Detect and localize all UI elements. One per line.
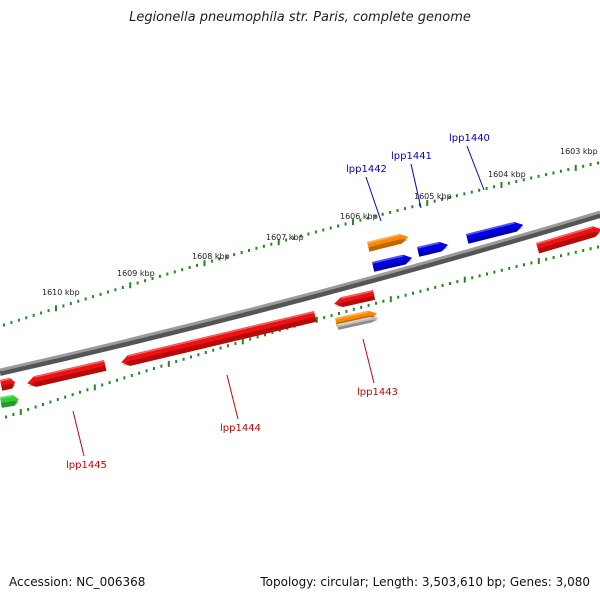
gene-lpp1445-body	[27, 359, 107, 387]
gene-lpp1441-highlight	[417, 242, 440, 249]
gene-lpp1442[interactable]	[372, 253, 413, 272]
gene-red-edge-highlight	[0, 378, 11, 382]
tick-label: 1610 kbp	[42, 288, 80, 297]
callout-lpp1443	[362, 338, 375, 384]
gene-orange-reverse-highlight	[335, 310, 369, 320]
tick-label: 1607 kbp	[266, 233, 304, 242]
gene-label-lpp1441[interactable]: lpp1441	[391, 151, 432, 162]
gene-lpp1445[interactable]	[26, 359, 107, 389]
callout-lpp1442	[365, 176, 382, 222]
gene-orange-forward[interactable]	[367, 232, 409, 252]
gene-lpp1442-highlight	[372, 255, 404, 264]
gene-red-edge[interactable]	[0, 377, 16, 391]
gene-label-lpp1445[interactable]: lpp1445	[66, 460, 107, 471]
callout-lpp1445	[72, 410, 85, 457]
gene-orange-forward-body	[367, 233, 409, 252]
gene-red-forward-highlight	[536, 226, 593, 245]
gene-red-forward-body	[536, 226, 600, 254]
topology-label: Topology: circular; Length: 3,503,610 bp…	[260, 575, 590, 589]
map-title: Legionella pneumophila str. Paris, compl…	[129, 10, 471, 25]
gene-lpp1441[interactable]	[417, 240, 449, 257]
tick-label: 1609 kbp	[117, 269, 155, 278]
gene-lpp1443-body	[334, 289, 376, 307]
gene-grey-reverse[interactable]	[337, 315, 379, 330]
gene-lpp1440[interactable]	[466, 220, 524, 244]
tick-label: 1608 kbp	[192, 252, 230, 261]
gene-label-lpp1442[interactable]: lpp1442	[346, 164, 387, 175]
gene-grey-reverse-shade	[337, 319, 379, 330]
gene-orange-forward-shade	[368, 239, 409, 252]
tick-label: 1605 kbp	[414, 192, 452, 201]
gene-label-lpp1443[interactable]: lpp1443	[357, 387, 398, 398]
gene-lpp1441-shade	[418, 247, 449, 257]
gene-lpp1445-shade	[27, 365, 107, 387]
callout-lpp1441	[410, 163, 422, 209]
genome-backbone	[0, 210, 600, 376]
gene-lpp1443[interactable]	[333, 289, 376, 309]
gene-lpp1440-body	[466, 221, 524, 244]
gene-label-lpp1440[interactable]: lpp1440	[449, 133, 490, 144]
gene-label-lpp1444[interactable]: lpp1444	[220, 423, 261, 434]
gene-features	[0, 220, 600, 408]
accession-label: Accession: NC_006368	[9, 575, 146, 589]
gene-lpp1443-highlight	[340, 290, 374, 299]
gene-green-edge-body	[0, 394, 19, 408]
gene-green-edge-highlight	[0, 395, 13, 399]
inner-ruler	[5, 245, 599, 419]
gene-lpp1440-highlight	[466, 222, 515, 236]
callout-lpp1440	[466, 145, 485, 191]
backbone-line	[0, 210, 600, 372]
gene-red-forward-shade	[537, 232, 600, 254]
gene-grey-reverse-body	[337, 316, 379, 330]
tick-label: 1606 kbp	[340, 212, 378, 221]
gene-lpp1444-shade	[121, 316, 317, 366]
gene-green-edge[interactable]	[0, 394, 20, 408]
gene-lpp1444-highlight	[127, 311, 315, 357]
backbone-shadow	[0, 212, 600, 376]
outer-ruler	[3, 161, 599, 327]
gene-lpp1442-body	[372, 254, 413, 272]
gene-lpp1444-body	[121, 310, 317, 366]
gene-callouts	[72, 145, 485, 457]
gene-green-edge-shade	[0, 400, 20, 408]
gene-red-forward[interactable]	[536, 224, 600, 254]
gene-lpp1443-shade	[334, 295, 376, 308]
callout-lpp1444	[226, 374, 239, 420]
tick-labels: 1603 kbp 1604 kbp 1605 kbp 1606 kbp 1607…	[42, 147, 598, 297]
gene-grey-reverse-highlight	[337, 316, 371, 326]
tick-label: 1604 kbp	[488, 170, 526, 179]
gene-lpp1442-shade	[373, 260, 413, 272]
gene-red-edge-shade	[1, 383, 16, 391]
tick-label: 1603 kbp	[560, 147, 598, 156]
gene-orange-forward-highlight	[367, 234, 400, 244]
gene-lpp1440-shade	[467, 227, 524, 244]
gene-lpp1441-body	[417, 241, 449, 257]
gene-labels: lpp1440 lpp1441 lpp1442 lpp1443 lpp1444 …	[66, 133, 490, 471]
gene-red-edge-body	[0, 377, 16, 391]
gene-lpp1444[interactable]	[120, 310, 317, 368]
gene-lpp1445-highlight	[33, 360, 105, 378]
